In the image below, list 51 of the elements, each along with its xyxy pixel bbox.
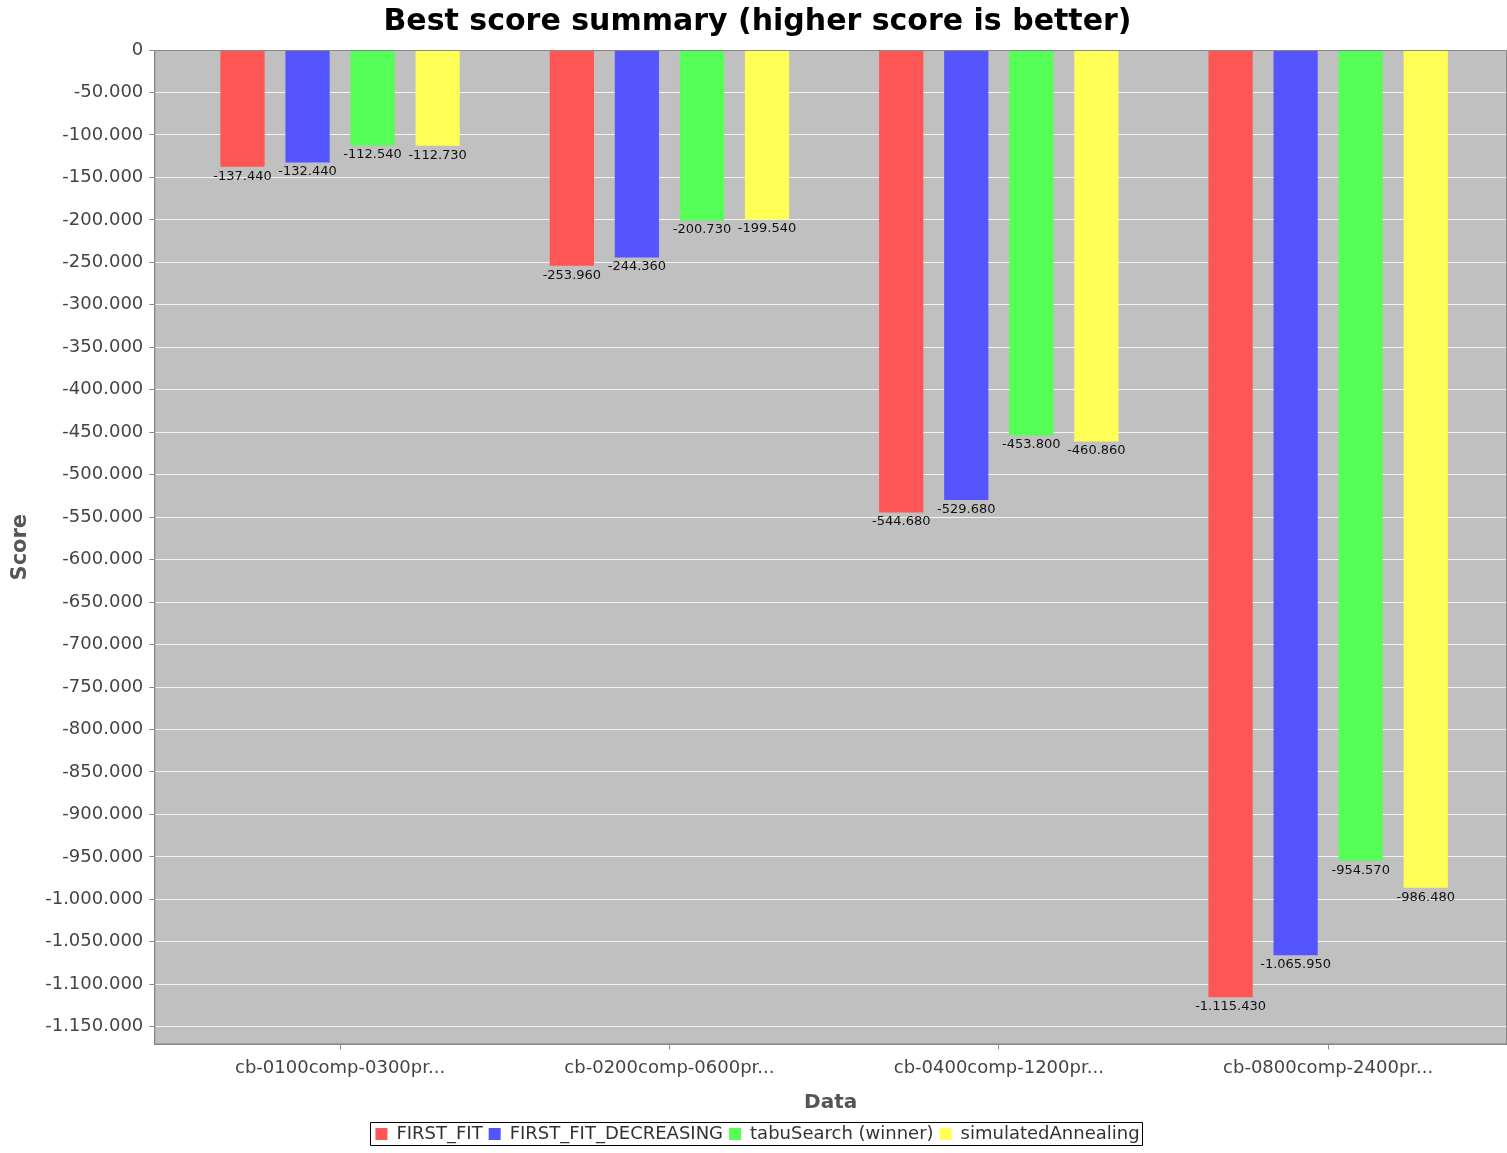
data-label: -954.570 [1331, 861, 1390, 877]
legend-label: FIRST_FIT [396, 1121, 484, 1144]
y-tick-label: -950.000 [62, 844, 144, 866]
y-tick-label: -400.000 [62, 377, 144, 399]
y-tick-label: -900.000 [62, 802, 144, 824]
legend-label: FIRST_FIT_DECREASING [509, 1121, 724, 1144]
y-tick-label: -250.000 [62, 250, 144, 272]
x-tick-label: cb-0200comp-0600pr... [564, 1055, 775, 1077]
legend-label: simulatedAnnealing [960, 1121, 1140, 1143]
data-label: -529.680 [937, 500, 996, 516]
y-tick-label: -700.000 [62, 632, 144, 654]
data-label: -1.065.950 [1260, 956, 1332, 972]
y-tick-label: -500.000 [62, 462, 144, 484]
y-tick-label: -50.000 [73, 80, 144, 102]
data-label: -986.480 [1396, 888, 1455, 904]
y-tick-label: -200.000 [62, 207, 144, 229]
y-tick-label: -800.000 [62, 717, 144, 739]
data-label: -460.860 [1067, 442, 1126, 458]
y-tick-label: -600.000 [62, 547, 144, 569]
y-tick-label: -650.000 [62, 589, 144, 611]
data-label: -132.440 [278, 163, 337, 179]
x-axis-title: Data [804, 1089, 858, 1114]
y-tick-label: -550.000 [62, 504, 144, 526]
y-tick-label: -750.000 [62, 674, 144, 696]
y-tick-label: -1.100.000 [45, 971, 144, 993]
y-tick-label: 0 [131, 37, 144, 59]
y-tick-label: -350.000 [62, 334, 144, 356]
y-axis-title: Score [7, 513, 32, 581]
x-tick-label: cb-0800comp-2400pr... [1223, 1055, 1434, 1077]
y-tick-label: -300.000 [62, 292, 144, 314]
legend-label: tabuSearch (winner) [750, 1121, 934, 1143]
data-label: -1.115.430 [1195, 998, 1267, 1014]
data-label: -453.800 [1002, 436, 1061, 452]
y-tick-label: -1.050.000 [45, 929, 144, 951]
data-label: -253.960 [542, 266, 602, 282]
data-label: -137.440 [213, 167, 272, 183]
data-label: -199.540 [737, 220, 797, 236]
data-label: -112.730 [408, 146, 467, 162]
y-tick-label: -100.000 [62, 122, 144, 144]
y-tick-label: -1.000.000 [45, 887, 144, 909]
data-label: -112.540 [343, 146, 402, 162]
chart-title: Best score summary (higher score is better) [383, 1, 1132, 37]
data-label: -244.360 [607, 258, 667, 274]
y-tick-label: -450.000 [62, 419, 144, 441]
x-tick-label: cb-0100comp-0300pr... [234, 1055, 446, 1077]
x-tick-label: cb-0400comp-1200pr... [893, 1055, 1104, 1077]
data-label: -544.680 [871, 513, 931, 529]
y-tick-label: -1.150.000 [45, 1014, 144, 1036]
data-label: -200.730 [672, 221, 732, 237]
y-tick-label: -850.000 [62, 759, 144, 781]
y-tick-label: -150.000 [62, 165, 144, 187]
